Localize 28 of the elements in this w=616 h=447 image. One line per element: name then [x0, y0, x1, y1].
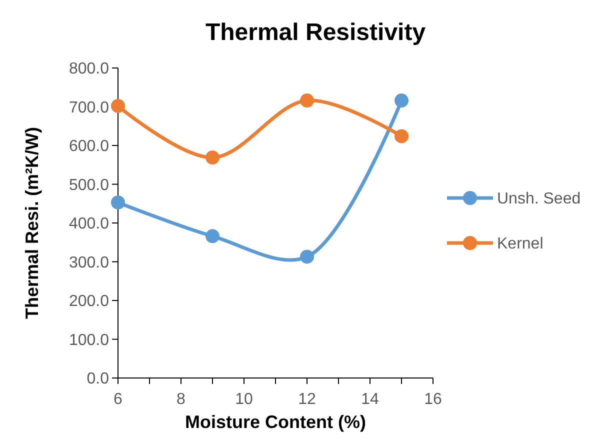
chart-title: Thermal Resistivity	[205, 19, 426, 46]
y-tick-label: 500.0	[68, 176, 110, 194]
point	[111, 98, 125, 113]
y-axis-title: Thermal Resi. (m²K/W)	[22, 126, 42, 320]
legend-label: Kernel	[497, 236, 544, 253]
point	[300, 250, 314, 264]
y-tick-label: 800.0	[68, 60, 110, 78]
point	[300, 94, 314, 108]
point	[394, 129, 408, 144]
y-tick-label: 600.0	[68, 138, 110, 156]
y-tick-label: 100.0	[68, 332, 110, 349]
point	[206, 229, 220, 244]
legend-label: Unsh. Seed	[497, 190, 581, 208]
x-tick-label: 10	[235, 391, 253, 408]
x-tick-label: 16	[424, 391, 442, 408]
point	[111, 195, 125, 210]
x-tick-label: 6	[114, 391, 123, 408]
y-tick-label: 0.0	[86, 370, 110, 388]
x-axis-title: Moisture Content (%)	[185, 412, 366, 432]
y-tick-label: 700.0	[68, 99, 110, 116]
x-tick-label: 14	[361, 391, 379, 408]
point	[394, 94, 408, 108]
x-tick-label: 8	[176, 391, 186, 408]
point	[206, 150, 220, 165]
y-tick-label: 400.0	[68, 216, 110, 233]
y-tick-label: 300.0	[68, 254, 110, 272]
y-tick-label: 200.0	[68, 293, 110, 310]
x-tick-label: 12	[298, 391, 316, 408]
